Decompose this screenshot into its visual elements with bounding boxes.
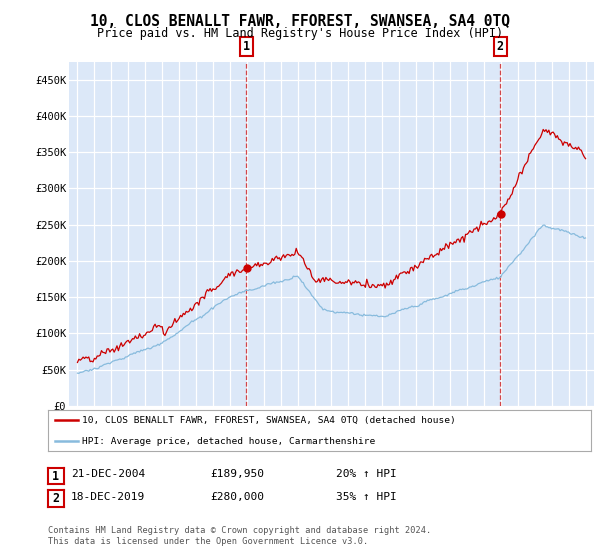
Text: 10, CLOS BENALLT FAWR, FFOREST, SWANSEA, SA4 0TQ: 10, CLOS BENALLT FAWR, FFOREST, SWANSEA,… bbox=[90, 14, 510, 29]
Text: 1: 1 bbox=[52, 469, 59, 483]
Text: 35% ↑ HPI: 35% ↑ HPI bbox=[336, 492, 397, 502]
Text: £280,000: £280,000 bbox=[210, 492, 264, 502]
Text: Contains HM Land Registry data © Crown copyright and database right 2024.
This d: Contains HM Land Registry data © Crown c… bbox=[48, 526, 431, 546]
Text: 21-DEC-2004: 21-DEC-2004 bbox=[71, 469, 145, 479]
Text: 1: 1 bbox=[243, 40, 250, 53]
Text: 10, CLOS BENALLT FAWR, FFOREST, SWANSEA, SA4 0TQ (detached house): 10, CLOS BENALLT FAWR, FFOREST, SWANSEA,… bbox=[82, 416, 455, 424]
Text: 20% ↑ HPI: 20% ↑ HPI bbox=[336, 469, 397, 479]
Text: 18-DEC-2019: 18-DEC-2019 bbox=[71, 492, 145, 502]
Text: £189,950: £189,950 bbox=[210, 469, 264, 479]
Text: HPI: Average price, detached house, Carmarthenshire: HPI: Average price, detached house, Carm… bbox=[82, 437, 375, 446]
Text: 2: 2 bbox=[52, 492, 59, 505]
Text: 2: 2 bbox=[497, 40, 504, 53]
Text: Price paid vs. HM Land Registry's House Price Index (HPI): Price paid vs. HM Land Registry's House … bbox=[97, 27, 503, 40]
